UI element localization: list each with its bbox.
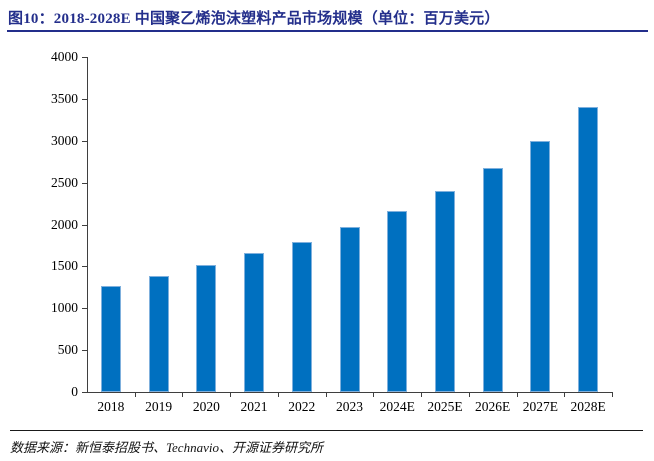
y-axis-label: 3000	[51, 132, 78, 148]
x-category-label: 2022	[288, 399, 316, 414]
bar-2025E	[434, 190, 455, 392]
y-axis-label: 2000	[51, 216, 78, 232]
y-axis-label: 500	[57, 342, 78, 358]
x-category-label: 2021	[240, 399, 268, 414]
bar-2020	[196, 265, 217, 392]
bar-2018	[100, 285, 121, 392]
x-category-label: 2026E	[475, 399, 511, 414]
x-axis-tick	[516, 393, 518, 397]
x-axis	[87, 392, 613, 393]
y-axis-label: 3500	[51, 90, 78, 106]
figure-title: 图10：2018-2028E 中国聚乙烯泡沫塑料产品市场规模（单位：百万美元）	[8, 11, 500, 27]
x-axis-tick	[421, 393, 423, 397]
y-axis	[87, 57, 88, 393]
bar-2023	[339, 226, 360, 392]
bar-2021	[244, 253, 265, 392]
x-category-label: 2018	[97, 399, 125, 414]
x-category-label: 2025E	[427, 399, 463, 414]
x-axis-tick	[325, 393, 327, 397]
market-size-bar-chart: 0 500 1000 1500 2000 2500 3000 3500 4000 2018 2019…	[51, 49, 613, 414]
y-axis-tick	[82, 308, 87, 310]
y-axis-tick	[82, 182, 87, 184]
y-axis-tick	[82, 57, 87, 58]
bar-2027E	[530, 140, 551, 392]
data-source-note: 数据来源：新恒泰招股书、Technavio、开源证券研究所	[10, 440, 323, 455]
bar-2022	[291, 242, 312, 392]
x-category-label: 2020	[192, 399, 220, 414]
x-axis-tick	[182, 393, 184, 397]
x-axis-tick	[612, 393, 613, 397]
y-axis-label: 1000	[51, 300, 78, 316]
x-axis-tick	[134, 393, 136, 397]
bar-2026E	[482, 167, 503, 392]
y-axis-tick	[82, 140, 87, 142]
y-axis-tick	[82, 350, 87, 352]
x-axis-tick	[468, 393, 470, 397]
bar-2019	[148, 276, 169, 392]
bar-2024E	[387, 210, 408, 392]
y-axis-tick	[82, 98, 87, 100]
x-category-label: 2023	[335, 399, 363, 414]
x-axis-tick	[373, 393, 375, 397]
y-axis-label: 0	[71, 384, 78, 399]
bar-2028E	[578, 107, 599, 392]
title-underline	[7, 30, 648, 32]
x-category-label: 2024E	[379, 399, 415, 414]
footer-divider	[10, 430, 643, 431]
x-axis-tick	[230, 393, 232, 397]
y-axis-tick	[82, 392, 87, 393]
x-category-label: 2027E	[522, 399, 559, 414]
y-axis-label: 2500	[51, 174, 78, 190]
x-category-label: 2028E	[570, 399, 606, 414]
x-axis-tick	[564, 393, 566, 397]
y-axis-label: 4000	[51, 49, 78, 64]
y-axis-tick	[82, 266, 87, 268]
x-axis-tick	[277, 393, 279, 397]
y-axis-tick	[82, 224, 87, 226]
y-axis-label: 1500	[51, 258, 78, 274]
x-category-label: 2019	[145, 399, 173, 414]
